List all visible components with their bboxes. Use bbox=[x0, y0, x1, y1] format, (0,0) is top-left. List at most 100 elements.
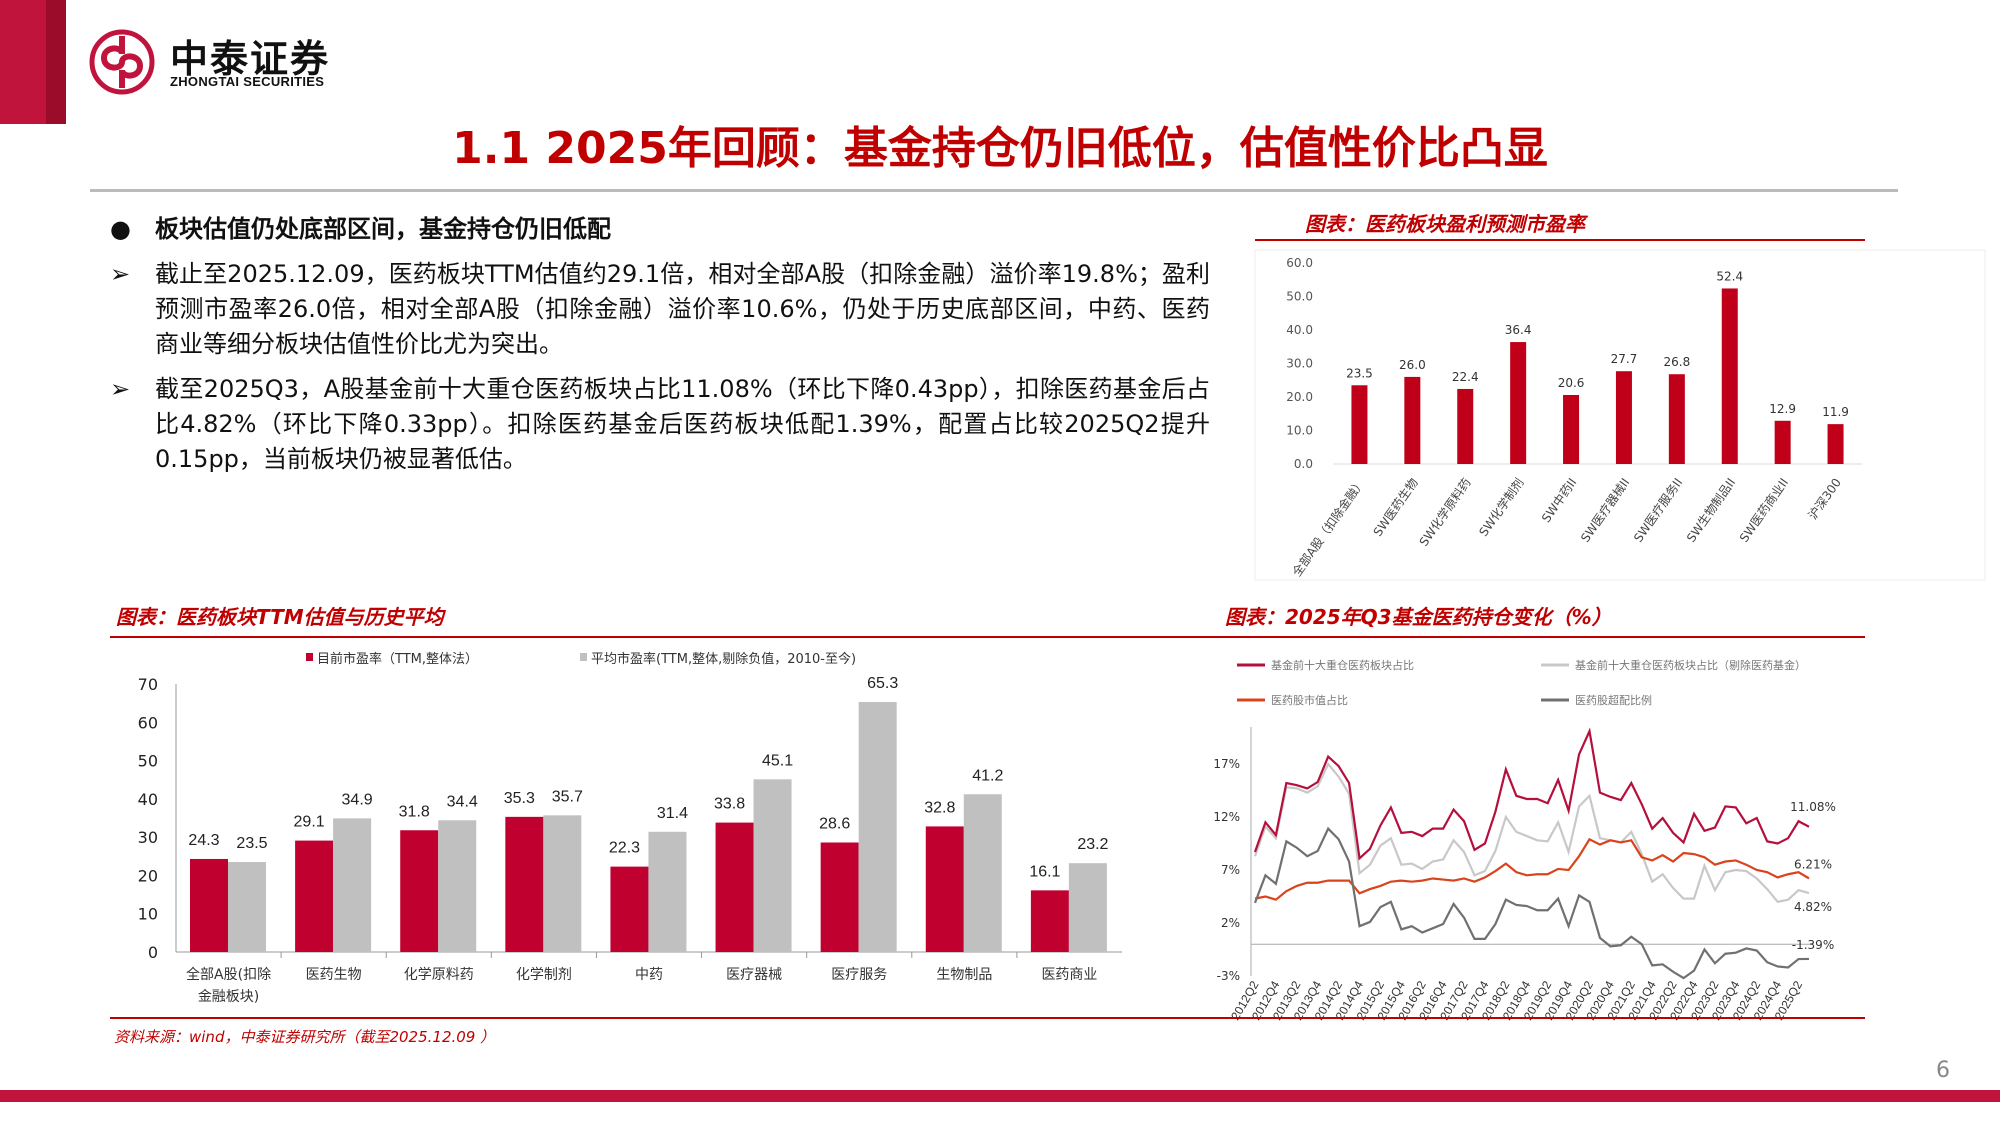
bar bbox=[610, 866, 649, 952]
y-tick-label: 20.0 bbox=[1286, 390, 1313, 404]
bar bbox=[333, 818, 372, 952]
legend-label: 基金前十大重仓医药板块占比（剔除医药基金） bbox=[1575, 658, 1806, 672]
legend-label: 平均市盈率(TTM,整体,剔除负值，2010-至今) bbox=[591, 651, 856, 667]
y-tick-label: 12% bbox=[1213, 810, 1240, 824]
data-label: 28.6 bbox=[819, 816, 850, 833]
bar bbox=[400, 830, 439, 952]
bar bbox=[858, 701, 897, 952]
chart-title-forward-pe: 图表：医药板块盈利预测市盈率 bbox=[1305, 212, 1585, 236]
bullet-list: ● 板块估值仍处底部区间，基金持仓仍旧低配 ➢ 截止至2025.12.09，医药板块… bbox=[110, 212, 1210, 487]
end-value-label: 11.08% bbox=[1790, 800, 1836, 814]
y-tick-label: 60.0 bbox=[1286, 256, 1313, 270]
data-label: 52.4 bbox=[1716, 269, 1743, 283]
x-tick-label: 医药生物 bbox=[306, 967, 362, 983]
data-label: 35.7 bbox=[552, 788, 583, 805]
end-value-label: 6.21% bbox=[1794, 857, 1832, 871]
divider bbox=[1255, 239, 1865, 241]
bar bbox=[1510, 342, 1527, 464]
chart-title-ttm-pe: 图表：医药板块TTM估值与历史平均 bbox=[116, 605, 444, 629]
end-value-label: -1.39% bbox=[1792, 938, 1834, 952]
source-note: 资料来源：wind，中泰证券研究所（截至2025.12.09 ） bbox=[114, 1028, 496, 1046]
series-line bbox=[1253, 727, 1810, 861]
logo-text: 中泰证券 bbox=[170, 37, 331, 81]
bar bbox=[505, 816, 544, 952]
x-tick-label: 医药商业 bbox=[1041, 967, 1097, 983]
brand-bar bbox=[0, 0, 46, 124]
data-label: 32.8 bbox=[924, 799, 955, 816]
page-number: 6 bbox=[1936, 1058, 1950, 1083]
series-line bbox=[1254, 837, 1810, 901]
brand-bar-dark bbox=[46, 0, 66, 124]
bar bbox=[1774, 420, 1791, 464]
bar bbox=[295, 840, 334, 952]
bar bbox=[543, 815, 582, 952]
arrow-marker: ➢ bbox=[110, 375, 131, 403]
y-tick-label: 20 bbox=[138, 866, 158, 885]
divider bbox=[110, 636, 1865, 638]
data-label: 23.2 bbox=[1077, 836, 1108, 853]
bar bbox=[1030, 890, 1069, 952]
data-label: 33.8 bbox=[714, 796, 745, 813]
bar bbox=[1615, 371, 1632, 464]
series-line bbox=[1253, 761, 1810, 904]
legend-label: 基金前十大重仓医药板块占比 bbox=[1271, 658, 1414, 672]
bar bbox=[228, 862, 266, 952]
x-tick-label: 中药 bbox=[635, 967, 663, 983]
y-tick-label: 40 bbox=[138, 790, 158, 809]
data-label: 27.7 bbox=[1611, 352, 1638, 366]
y-tick-label: 0.0 bbox=[1294, 457, 1313, 471]
x-tick-label: 化学原料药 bbox=[404, 967, 474, 983]
bullet-text: 板块估值仍处底部区间，基金持仓仍旧低配 bbox=[155, 215, 611, 243]
data-label: 22.4 bbox=[1452, 370, 1479, 384]
data-label: 29.1 bbox=[294, 814, 325, 831]
legend-swatch bbox=[580, 653, 587, 661]
bullet-marker: ● bbox=[110, 215, 131, 243]
bullet-text: 截止至2025.12.09，医药板块TTM估值约29.1倍，相对全部A股（扣除金… bbox=[155, 260, 1210, 358]
bar bbox=[1457, 388, 1474, 464]
bar bbox=[190, 858, 228, 952]
legend-swatch bbox=[306, 653, 313, 661]
bar bbox=[925, 826, 964, 952]
x-tick-label: 金融板块) bbox=[198, 989, 259, 1005]
y-tick-label: 50 bbox=[138, 752, 158, 771]
data-label: 31.4 bbox=[657, 805, 688, 822]
data-label: 45.1 bbox=[762, 752, 793, 769]
y-tick-label: 50.0 bbox=[1286, 290, 1313, 304]
bar bbox=[648, 831, 687, 952]
y-tick-label: 30 bbox=[138, 828, 158, 847]
page-title: 1.1 2025年回顾：基金持仓仍旧低位，估值性价比凸显 bbox=[452, 123, 1548, 174]
bar bbox=[820, 842, 859, 952]
bar bbox=[1563, 394, 1580, 464]
divider bbox=[110, 1017, 1865, 1019]
y-tick-label: -3% bbox=[1217, 969, 1240, 983]
bullet-item: ● 板块估值仍处底部区间，基金持仓仍旧低配 bbox=[110, 212, 1210, 247]
data-label: 12.9 bbox=[1769, 402, 1796, 416]
bar bbox=[1351, 385, 1368, 464]
y-tick-label: 17% bbox=[1213, 757, 1240, 771]
data-label: 22.3 bbox=[609, 840, 640, 857]
divider bbox=[90, 189, 1898, 192]
data-label: 20.6 bbox=[1558, 376, 1585, 390]
logo-icon bbox=[89, 29, 155, 95]
x-tick-label: 化学制剂 bbox=[516, 967, 572, 983]
y-tick-label: 70 bbox=[138, 675, 158, 694]
bar bbox=[1404, 376, 1421, 464]
y-tick-label: 40.0 bbox=[1286, 323, 1313, 337]
data-label: 24.3 bbox=[188, 832, 219, 849]
data-label: 23.5 bbox=[1346, 366, 1373, 380]
bar bbox=[1827, 424, 1844, 464]
bar bbox=[1668, 374, 1685, 464]
y-tick-label: 10.0 bbox=[1286, 424, 1313, 438]
x-tick-label: 全部A股(扣除 bbox=[186, 966, 271, 983]
y-tick-label: 60 bbox=[138, 713, 158, 732]
y-tick-label: 10 bbox=[138, 905, 158, 924]
footer-band bbox=[0, 1090, 2000, 1102]
x-tick-label: 生物制品 bbox=[936, 967, 992, 983]
x-tick-label: 医疗服务 bbox=[831, 967, 887, 983]
data-label: 36.4 bbox=[1505, 323, 1532, 337]
legend-label: 目前市盈率（TTM,整体法） bbox=[317, 651, 478, 667]
bullet-item: ➢ 截止至2025.12.09，医药板块TTM估值约29.1倍，相对全部A股（扣除… bbox=[110, 257, 1210, 362]
data-label: 65.3 bbox=[867, 675, 898, 692]
bar bbox=[715, 822, 754, 952]
